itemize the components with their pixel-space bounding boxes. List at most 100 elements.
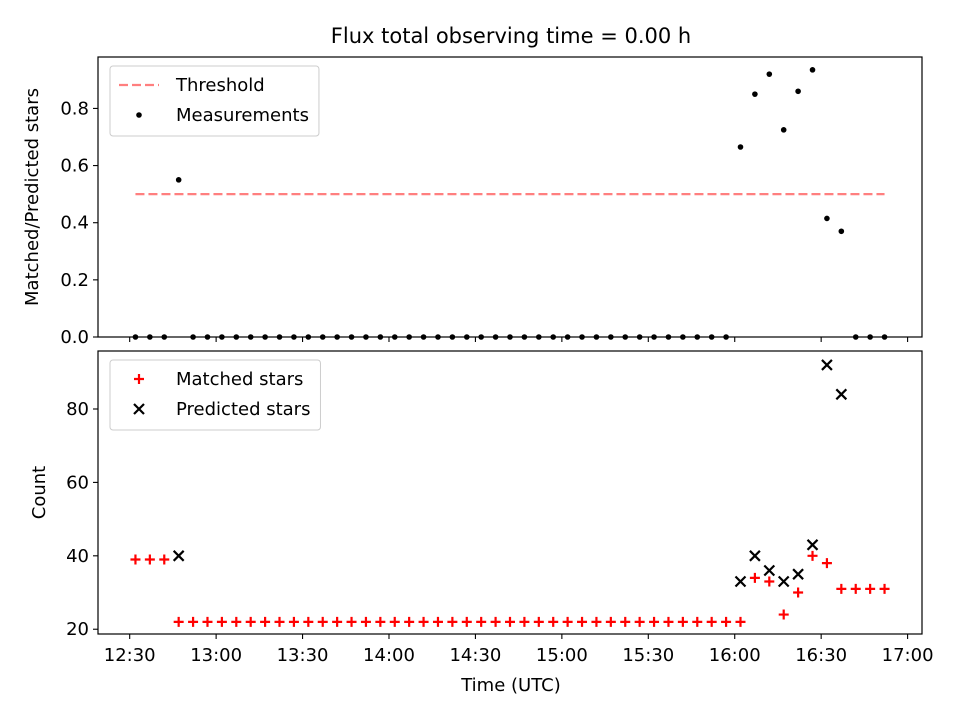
data-point <box>737 144 744 150</box>
data-point <box>706 616 717 627</box>
data-point <box>749 550 761 562</box>
y-tick-label: 20 <box>66 619 89 640</box>
data-point <box>476 616 487 627</box>
y-axis-label: Count <box>29 466 50 519</box>
x-tick-label: 15:00 <box>536 645 588 666</box>
data-point <box>780 127 787 133</box>
data-point <box>734 575 747 588</box>
data-point <box>622 334 629 340</box>
data-point <box>793 587 804 598</box>
data-point <box>346 616 357 627</box>
data-point <box>881 334 888 340</box>
data-point <box>173 616 184 627</box>
data-point <box>591 616 602 627</box>
data-point <box>852 334 859 340</box>
data-point <box>665 334 672 340</box>
legend-marker <box>136 112 142 118</box>
data-point <box>636 334 643 340</box>
y-tick-label: 0.0 <box>60 327 89 348</box>
data-point <box>319 334 326 340</box>
data-point <box>519 616 530 627</box>
y-tick-label: 0.2 <box>60 270 89 291</box>
data-point <box>406 334 412 340</box>
data-point <box>680 334 686 340</box>
data-point <box>172 550 185 562</box>
data-point <box>835 388 848 401</box>
count-panel: 12:30 13:00 13:30 14:00 14:30 15:00 15:30 16:00… <box>29 350 934 666</box>
data-point <box>505 616 515 627</box>
data-point <box>159 554 170 565</box>
x-tick-label: 17:00 <box>882 645 934 666</box>
y-tick-label: 0.6 <box>60 156 89 177</box>
data-point <box>634 616 645 627</box>
y-tick-label: 0.8 <box>60 98 89 119</box>
x-tick-label: 12:30 <box>104 645 156 666</box>
data-point <box>332 616 343 627</box>
data-point <box>749 572 760 583</box>
data-point <box>260 616 271 627</box>
data-point <box>461 616 472 627</box>
x-tick-label: 16:00 <box>709 645 761 666</box>
data-point <box>144 554 155 565</box>
data-point <box>795 88 801 95</box>
data-point <box>564 334 571 340</box>
data-point <box>694 334 701 340</box>
data-point <box>777 575 790 588</box>
data-point <box>447 616 458 627</box>
y-tick-label: 60 <box>66 472 89 493</box>
data-point <box>723 334 729 340</box>
legend-label: Matched stars <box>176 369 303 390</box>
legend-label: Predicted stars <box>176 399 310 420</box>
chart-title: Flux total observing time = 0.00 h <box>331 24 691 48</box>
data-point <box>132 334 139 340</box>
data-point <box>677 616 688 627</box>
data-point <box>620 616 631 627</box>
x-axis-label: Time (UTC) <box>460 675 561 696</box>
data-point <box>435 334 441 340</box>
data-point <box>548 616 559 627</box>
data-point <box>202 616 213 627</box>
data-point <box>432 616 443 627</box>
data-point <box>420 334 427 340</box>
data-point <box>490 616 501 627</box>
data-point <box>550 334 557 340</box>
data-point <box>463 334 470 340</box>
data-point <box>821 359 833 371</box>
data-point <box>735 616 746 627</box>
data-point <box>334 334 340 340</box>
data-point <box>507 334 513 340</box>
data-point <box>593 334 600 340</box>
data-point <box>418 616 429 627</box>
data-point <box>175 177 182 183</box>
data-point <box>375 616 386 627</box>
data-point <box>303 616 314 627</box>
data-point <box>391 334 398 340</box>
data-point <box>233 334 240 340</box>
data-point <box>651 334 657 340</box>
legend-marker <box>134 374 144 384</box>
data-point <box>204 334 211 340</box>
data-point <box>778 609 789 620</box>
data-point <box>752 91 758 97</box>
legend-box <box>109 359 321 431</box>
data-point <box>305 334 312 340</box>
data-point <box>360 616 371 627</box>
data-point <box>291 334 297 340</box>
data-point <box>521 334 528 340</box>
data-point <box>231 616 242 627</box>
data-point <box>766 71 773 77</box>
data-point <box>216 616 227 627</box>
legend-marker <box>133 403 145 415</box>
x-tick-label: 14:00 <box>363 645 415 666</box>
data-point <box>161 334 168 340</box>
legend-label: Measurements <box>176 105 309 126</box>
data-point <box>867 334 873 340</box>
data-point <box>865 583 876 594</box>
data-point <box>836 583 847 594</box>
data-point <box>389 616 400 627</box>
data-point <box>262 334 268 340</box>
data-point <box>579 334 585 340</box>
data-point <box>692 616 703 627</box>
y-axis-label: Matched/Predicted stars <box>22 88 43 306</box>
